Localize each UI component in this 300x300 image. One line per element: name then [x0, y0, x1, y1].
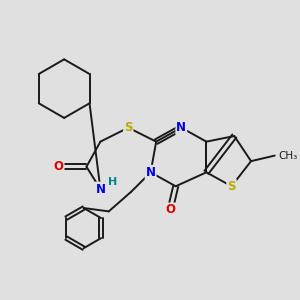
Text: S: S [227, 180, 236, 193]
Text: H: H [108, 177, 118, 187]
Text: CH₃: CH₃ [278, 151, 297, 160]
Text: S: S [124, 121, 133, 134]
Text: O: O [54, 160, 64, 173]
Text: O: O [165, 203, 175, 217]
Text: N: N [95, 183, 105, 196]
Text: N: N [146, 166, 156, 179]
Text: N: N [176, 121, 186, 134]
